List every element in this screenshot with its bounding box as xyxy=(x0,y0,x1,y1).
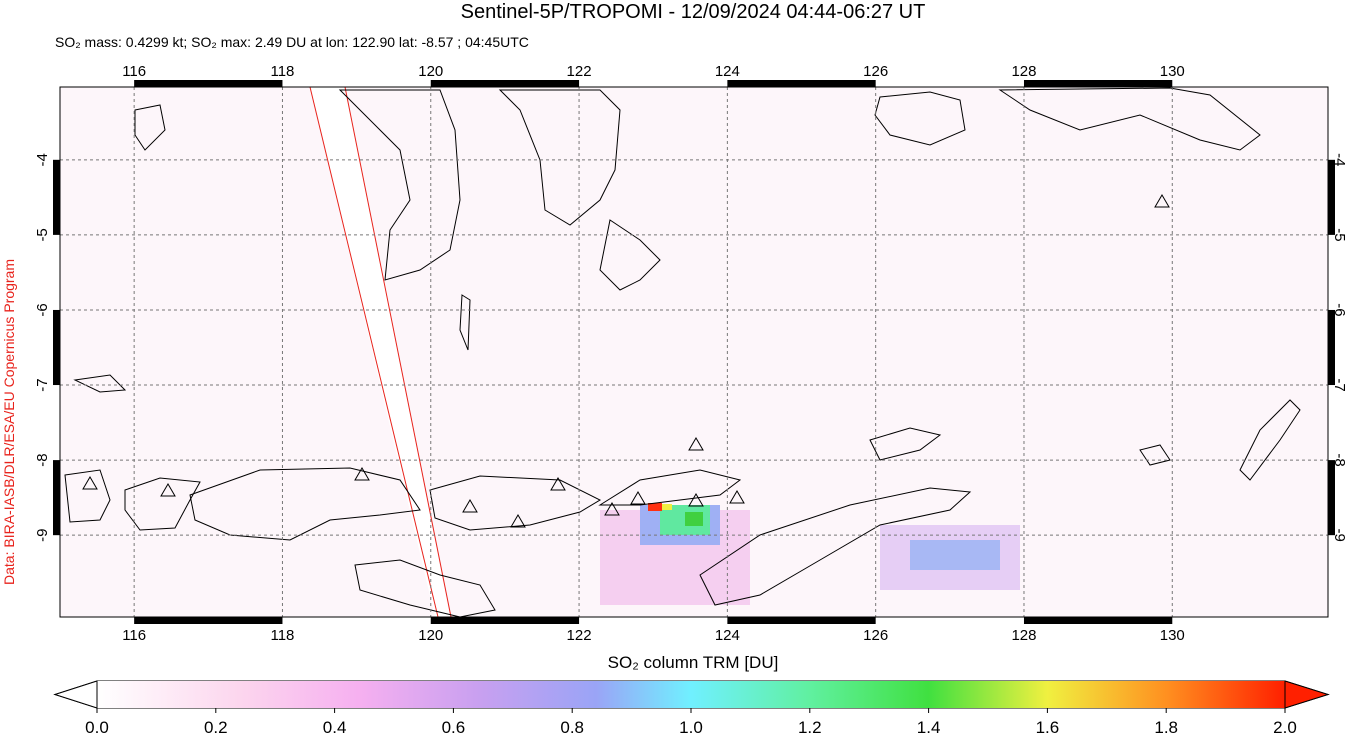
frame-bar xyxy=(1328,309,1335,386)
colorbar-max-arrow xyxy=(1284,680,1330,709)
lat-tick-label: -7 xyxy=(34,378,51,391)
frame-bar xyxy=(134,617,283,624)
title: Sentinel-5P/TROPOMI - 12/09/2024 04:44-0… xyxy=(461,1,926,23)
lon-tick-label: 128 xyxy=(1011,63,1036,80)
colorbar-tick-label: 0.2 xyxy=(204,718,228,737)
lon-tick-label: 116 xyxy=(122,627,146,644)
frame-bar xyxy=(53,460,60,536)
swath-gap xyxy=(310,87,450,617)
colorbar-tick-label: 1.4 xyxy=(917,718,941,737)
colorbar-tick-label: 2.0 xyxy=(1273,718,1297,737)
map-body xyxy=(60,87,1328,617)
lat-tick-label: -9 xyxy=(34,529,51,542)
lon-tick-label: 124 xyxy=(715,63,740,80)
colorbar-label: SO₂ column TRM [DU] xyxy=(608,653,779,672)
lat-tick-label: -6 xyxy=(1331,303,1346,316)
frame-bar xyxy=(727,617,876,624)
lon-tick-label: 126 xyxy=(863,627,888,644)
credit: Data: BIRA-IASB/DLR/ESA/EU Copernicus Pr… xyxy=(1,259,17,585)
frame-bar xyxy=(430,617,580,624)
frame-bar xyxy=(1328,460,1335,536)
lat-tick-label: -5 xyxy=(34,228,51,241)
frame-bar xyxy=(430,80,580,87)
lon-tick-label: 122 xyxy=(567,63,592,80)
lon-tick-label: 126 xyxy=(863,63,888,80)
info-line: SO₂ mass: 0.4299 kt; SO₂ max: 2.49 DU at… xyxy=(55,34,529,50)
colorbar-tick-label: 0.8 xyxy=(560,718,584,737)
lon-tick-label: 120 xyxy=(418,63,443,80)
colorbar-tick-label: 0.0 xyxy=(85,718,109,737)
plume-cell xyxy=(648,503,662,511)
frame-bar xyxy=(1023,80,1173,87)
lat-tick-label: -4 xyxy=(34,153,51,166)
lat-tick-label: -9 xyxy=(1331,529,1346,542)
lon-tick-label: 128 xyxy=(1011,627,1036,644)
lon-tick-label: 130 xyxy=(1160,63,1185,80)
lon-tick-label: 124 xyxy=(715,627,740,644)
lat-tick-label: -6 xyxy=(34,303,51,316)
colorbar-min-arrow xyxy=(53,680,98,709)
colorbar-tick-label: 1.0 xyxy=(679,718,703,737)
frame-bar xyxy=(1328,159,1335,235)
lat-tick-label: -7 xyxy=(1331,378,1346,391)
lon-tick-label: 118 xyxy=(270,63,294,80)
frame-bar xyxy=(727,80,876,87)
frame-ticks: 116 116 118 118 120 120 122 122 124 124 126 126 128 1… xyxy=(34,63,1346,644)
lon-tick-label: 122 xyxy=(567,627,592,644)
swath-edge xyxy=(309,87,439,617)
plume-cell xyxy=(910,540,1000,570)
colorbar-tick-label: 1.6 xyxy=(1036,718,1060,737)
graticule xyxy=(60,87,1328,617)
lon-tick-label: 130 xyxy=(1160,627,1185,644)
frame-bar xyxy=(1023,617,1173,624)
lon-tick-label: 118 xyxy=(270,627,294,644)
lat-tick-label: -8 xyxy=(34,453,51,466)
lat-tick-label: -4 xyxy=(1331,153,1346,166)
swath-edge xyxy=(344,87,452,617)
colorbar-tick-label: 1.8 xyxy=(1154,718,1178,737)
colorbar-tick-label: 1.2 xyxy=(798,718,822,737)
lon-tick-label: 120 xyxy=(418,627,443,644)
plume-cell xyxy=(685,512,703,526)
plume-cell xyxy=(662,504,672,510)
colorbar xyxy=(97,681,1285,708)
colorbar-tick-label: 0.6 xyxy=(442,718,466,737)
colorbar-ticks: 0.0 0.2 0.4 0.6 0.8 1.0 1.2 1.4 1.6 1.8 2.0 xyxy=(85,708,1297,737)
volcano-markers xyxy=(82,194,1170,528)
lon-tick-label: 116 xyxy=(122,63,146,80)
lat-tick-label: -5 xyxy=(1331,228,1346,241)
frame-bar xyxy=(134,80,283,87)
frame-bar xyxy=(53,309,60,386)
frame-bar xyxy=(53,159,60,235)
lat-tick-label: -8 xyxy=(1331,453,1346,466)
so2-plume xyxy=(600,503,1020,605)
colorbar-tick-label: 0.4 xyxy=(323,718,347,737)
